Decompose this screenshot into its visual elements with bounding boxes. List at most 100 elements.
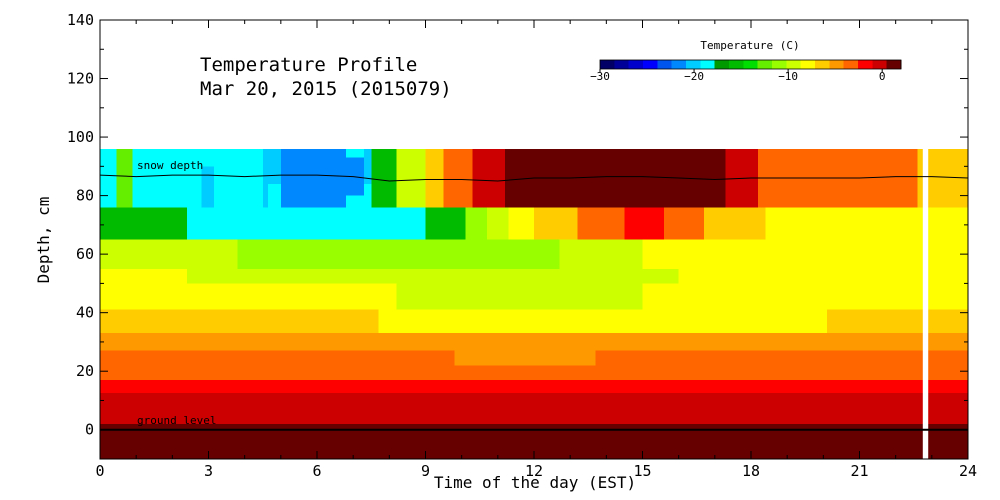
colorbar-tick-label: −30 [590,70,610,83]
heat-cell [664,207,704,240]
colorbar-tick-label: −10 [778,70,798,83]
heatmap-cells [100,148,968,459]
x-tick-label: 6 [312,462,321,480]
heat-cell [642,239,968,269]
colorbar-swatch [872,60,888,69]
heat-cell [703,207,766,240]
heat-cell [262,148,269,208]
x-tick-label: 12 [525,462,543,480]
x-tick-label: 9 [421,462,430,480]
heat-cell [186,207,426,240]
heat-cell [378,309,827,334]
heat-cell [559,239,643,269]
colorbar-frame [599,59,902,70]
colorbar-swatches [599,59,902,70]
heat-cell [280,148,346,208]
heat-cell [425,207,466,240]
colorbar-swatch [886,60,902,69]
heat-cell [100,350,455,366]
colorbar-swatch [714,60,730,69]
heat-cell [465,207,487,240]
colorbar-swatch [743,60,759,69]
heat-cell [678,268,968,284]
y-axis: 0 20 40 60 80 100 120 140 [67,11,968,460]
colorbar-swatch [657,60,673,69]
colorbar-swatch [843,60,859,69]
y-tick-label: 100 [67,128,94,146]
x-tick-label: 3 [204,462,213,480]
heat-cell [100,239,238,269]
x-tick-label: 0 [95,462,104,480]
y-tick-label: 40 [76,304,94,322]
heat-cell [624,207,665,240]
colorbar-swatch [671,60,687,69]
x-axis: 0 3 6 9 12 15 18 21 24 [95,20,977,480]
heat-cell [765,207,968,240]
heat-cell [100,207,187,240]
y-tick-label: 20 [76,362,94,380]
heat-cell [100,283,397,310]
heat-cell [201,166,214,208]
colorbar-swatch [858,60,873,69]
colorbar-swatch [729,60,744,69]
x-tick-label: 24 [959,462,977,480]
snow-depth-label: snow depth [137,159,203,172]
x-tick-label: 21 [850,462,868,480]
colorbar-tick-label: −20 [684,70,704,83]
heat-cell [186,268,679,284]
heat-cell [100,148,119,208]
colorbar-swatch [800,60,816,69]
colorbar-swatch [829,60,845,69]
colorbar-swatch [772,60,787,69]
colorbar-swatch [786,60,802,69]
heat-cell [577,207,625,240]
heat-cell [508,207,534,240]
heat-cell [472,148,506,208]
heat-cell [100,393,968,424]
x-axis-title: Time of the day (EST) [434,473,636,492]
colorbar-swatch [600,60,615,69]
chart-title: Temperature Profile [200,54,417,76]
chart-subtitle: Mar 20, 2015 (2015079) [200,78,452,100]
heat-cell [870,148,918,208]
colorbar-swatch [614,60,630,69]
colorbar-swatch [700,60,716,69]
colorbar-title: Temperature (C) [700,39,799,52]
heat-cell [642,283,968,310]
y-tick-label: 60 [76,245,94,263]
snow-depth-line [99,174,969,182]
heat-cell [534,207,578,240]
data-gap [922,148,929,460]
y-tick-label: 140 [67,11,94,29]
colorbar-swatch [686,60,701,69]
colorbar-swatch [643,60,658,69]
heat-cell [100,309,379,334]
heat-cell [380,183,393,208]
y-tick-label: 0 [85,421,94,439]
heat-cell [100,379,968,394]
heat-cell [268,148,281,184]
colorbar-swatch [815,60,830,69]
colorbar: Temperature (C) −30 −20 −10 0 [590,39,902,83]
heat-cell [443,148,473,208]
heat-cell [425,148,444,208]
colorbar-tick-label: 0 [879,70,886,83]
heat-cell [100,365,968,380]
heat-cell [396,148,426,208]
colorbar-swatch [757,60,773,69]
ground-level-label: ground level [137,414,216,427]
heat-cell [826,309,968,334]
y-tick-label: 80 [76,187,94,205]
heat-cell [396,283,643,310]
x-tick-label: 15 [633,462,651,480]
colorbar-ticks: −30 −20 −10 0 [590,69,886,83]
heat-cell [100,333,968,351]
heat-cell [364,148,372,184]
data-gap-band [922,148,929,460]
heat-cell [116,148,133,208]
heat-cell [595,350,968,366]
heat-cell [373,148,393,184]
y-tick-label: 120 [67,70,94,88]
heat-cell [454,350,596,366]
